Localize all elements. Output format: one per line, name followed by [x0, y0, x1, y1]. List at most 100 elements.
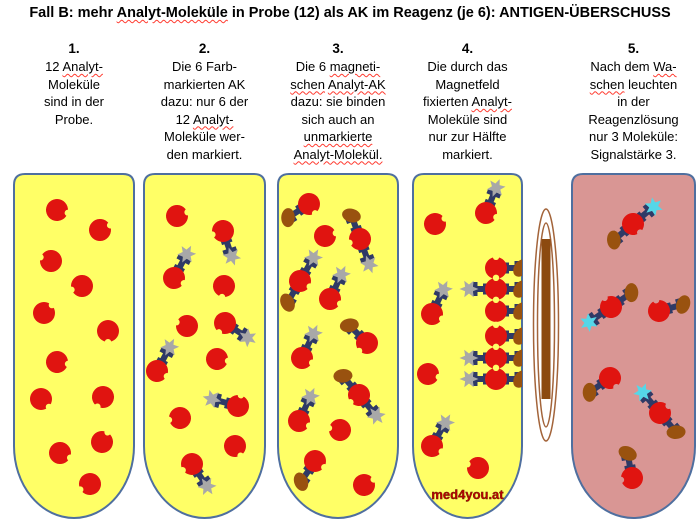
- analyte-molecule-labeled-magnetic: [607, 197, 663, 250]
- label-star-icon: [459, 370, 479, 388]
- step-text-line: sich auch an: [268, 111, 408, 129]
- analyte-molecule-magnetic: [281, 193, 320, 228]
- analyte-icon: [146, 360, 168, 382]
- tube-4: [412, 173, 523, 519]
- epitope-notch: [308, 359, 316, 366]
- epitope-notch: [94, 403, 101, 410]
- analyte-molecule: [46, 351, 72, 373]
- analyte-molecule: [173, 315, 198, 337]
- epitope-notch: [492, 296, 500, 303]
- step-text-line: Signalstärke 3.: [564, 146, 700, 164]
- step-text-line: Probe.: [4, 111, 144, 129]
- watermark: med4you.at: [431, 487, 504, 502]
- step-text-line: Moleküle wer-: [135, 128, 275, 146]
- step-text-line: Magnetfeld: [398, 76, 538, 94]
- epitope-notch: [218, 293, 226, 301]
- analyte-molecule: [417, 363, 443, 385]
- step-column-5: 5. Nach dem Wa-schen leuchten in der Reagen…: [564, 40, 700, 163]
- magnetic-particle-icon: [281, 208, 295, 228]
- magnetic-particle-icon: [342, 208, 361, 223]
- tube-contents: [146, 205, 257, 495]
- label-star-icon: [202, 389, 222, 409]
- text-segment: schen: [589, 76, 625, 92]
- analyte-molecule-labeled-magnetic: [342, 208, 379, 274]
- magnet-field-outer: [532, 208, 560, 442]
- step-number: 1.: [68, 41, 80, 56]
- analyte-molecule-labeled: [421, 414, 456, 457]
- magnetic-particle-icon: [293, 472, 309, 491]
- analyte-icon: [224, 435, 246, 457]
- step-text-line: markiert.: [398, 146, 538, 164]
- epitope-notch: [601, 294, 608, 302]
- analyte-molecule: [30, 388, 53, 411]
- text-segment: sich auch an: [301, 111, 375, 127]
- tube-outline: [571, 173, 696, 519]
- epitope-notch: [163, 373, 171, 380]
- magnetic-particle-icon: [280, 293, 295, 312]
- analyte-molecule: [92, 386, 114, 410]
- magnet-field-inner: [536, 222, 556, 428]
- epitope-notch: [45, 403, 53, 411]
- label-star-icon: [459, 280, 479, 298]
- step-text-line: Moleküle: [4, 76, 144, 94]
- epitope-notch: [179, 467, 186, 474]
- label-star-icon: [359, 255, 379, 274]
- epitope-notch: [492, 253, 500, 260]
- text-segment: Moleküle wer-: [164, 129, 245, 144]
- epitope-notch: [617, 476, 625, 484]
- analyte-icon: [91, 431, 113, 453]
- analyte-icon: [600, 296, 622, 318]
- analyte-icon: [417, 363, 439, 385]
- text-segment: Die 6: [295, 59, 330, 74]
- tube-5: [571, 173, 696, 519]
- analyte-molecule-labeled: [291, 324, 323, 369]
- step-text-line: Nach dem Wa-: [564, 58, 700, 76]
- analyte-molecule: [424, 213, 448, 235]
- analyte-icon: [166, 205, 188, 227]
- analyte-molecule-labeled-magnetic: [633, 383, 686, 439]
- analyte-icon: [424, 213, 446, 235]
- tube-1: [13, 173, 135, 519]
- analyte-molecule: [33, 301, 56, 324]
- analyte-molecule-labeled-magnetic: [333, 369, 386, 425]
- step-text-line: in der: [564, 93, 700, 111]
- analyte-molecule: [314, 225, 340, 247]
- epitope-notch: [346, 239, 353, 247]
- step-text-line: dazu: nur 6 der: [135, 93, 275, 111]
- analyte-icon: [622, 213, 644, 235]
- tube-outline: [13, 173, 135, 519]
- step-text-line: Die durch das: [398, 58, 538, 76]
- analyte-molecule-labeled: [319, 265, 351, 310]
- magnetic-particle-icon: [513, 280, 522, 298]
- magnetic-particle-icon: [513, 259, 522, 277]
- analyte-icon: [485, 325, 507, 347]
- analyte-molecule: [49, 442, 74, 464]
- magnetic-particle-icon: [513, 327, 522, 345]
- epitope-notch: [66, 454, 74, 461]
- analyte-icon: [648, 300, 670, 322]
- epitope-notch: [64, 209, 72, 217]
- analyte-icon: [169, 407, 191, 429]
- text-segment: Analyt-: [192, 111, 234, 127]
- step-text-line: fixierten Analyt-: [398, 93, 538, 111]
- step-text-line: Reagenzlösung: [564, 111, 700, 129]
- text-segment: den markiert.: [166, 146, 243, 162]
- analyte-icon: [485, 257, 507, 279]
- epitope-notch: [104, 429, 111, 436]
- analyte-molecule-magnetic: [485, 296, 522, 322]
- epitope-notch: [332, 229, 340, 237]
- epitope-notch: [180, 280, 188, 287]
- step-text-line: den markiert.: [135, 146, 275, 164]
- analyte-molecule-magnetic: [485, 253, 522, 279]
- magnetic-particle-icon: [513, 349, 522, 367]
- slide-title: Fall B: mehr Analyt-Moleküle in Probe (1…: [0, 5, 700, 21]
- analyte-molecule-magnetic: [293, 450, 328, 491]
- analyte-icon: [92, 386, 114, 408]
- analyte-molecule: [97, 320, 119, 346]
- step-text-line: dazu: sie binden: [268, 93, 408, 111]
- tube-2: [143, 173, 266, 519]
- glow-star-icon: [580, 313, 598, 332]
- text-segment: Die 6 Farb-: [171, 59, 238, 74]
- text-segment: fixierten: [423, 94, 472, 109]
- label-star-icon: [486, 179, 506, 197]
